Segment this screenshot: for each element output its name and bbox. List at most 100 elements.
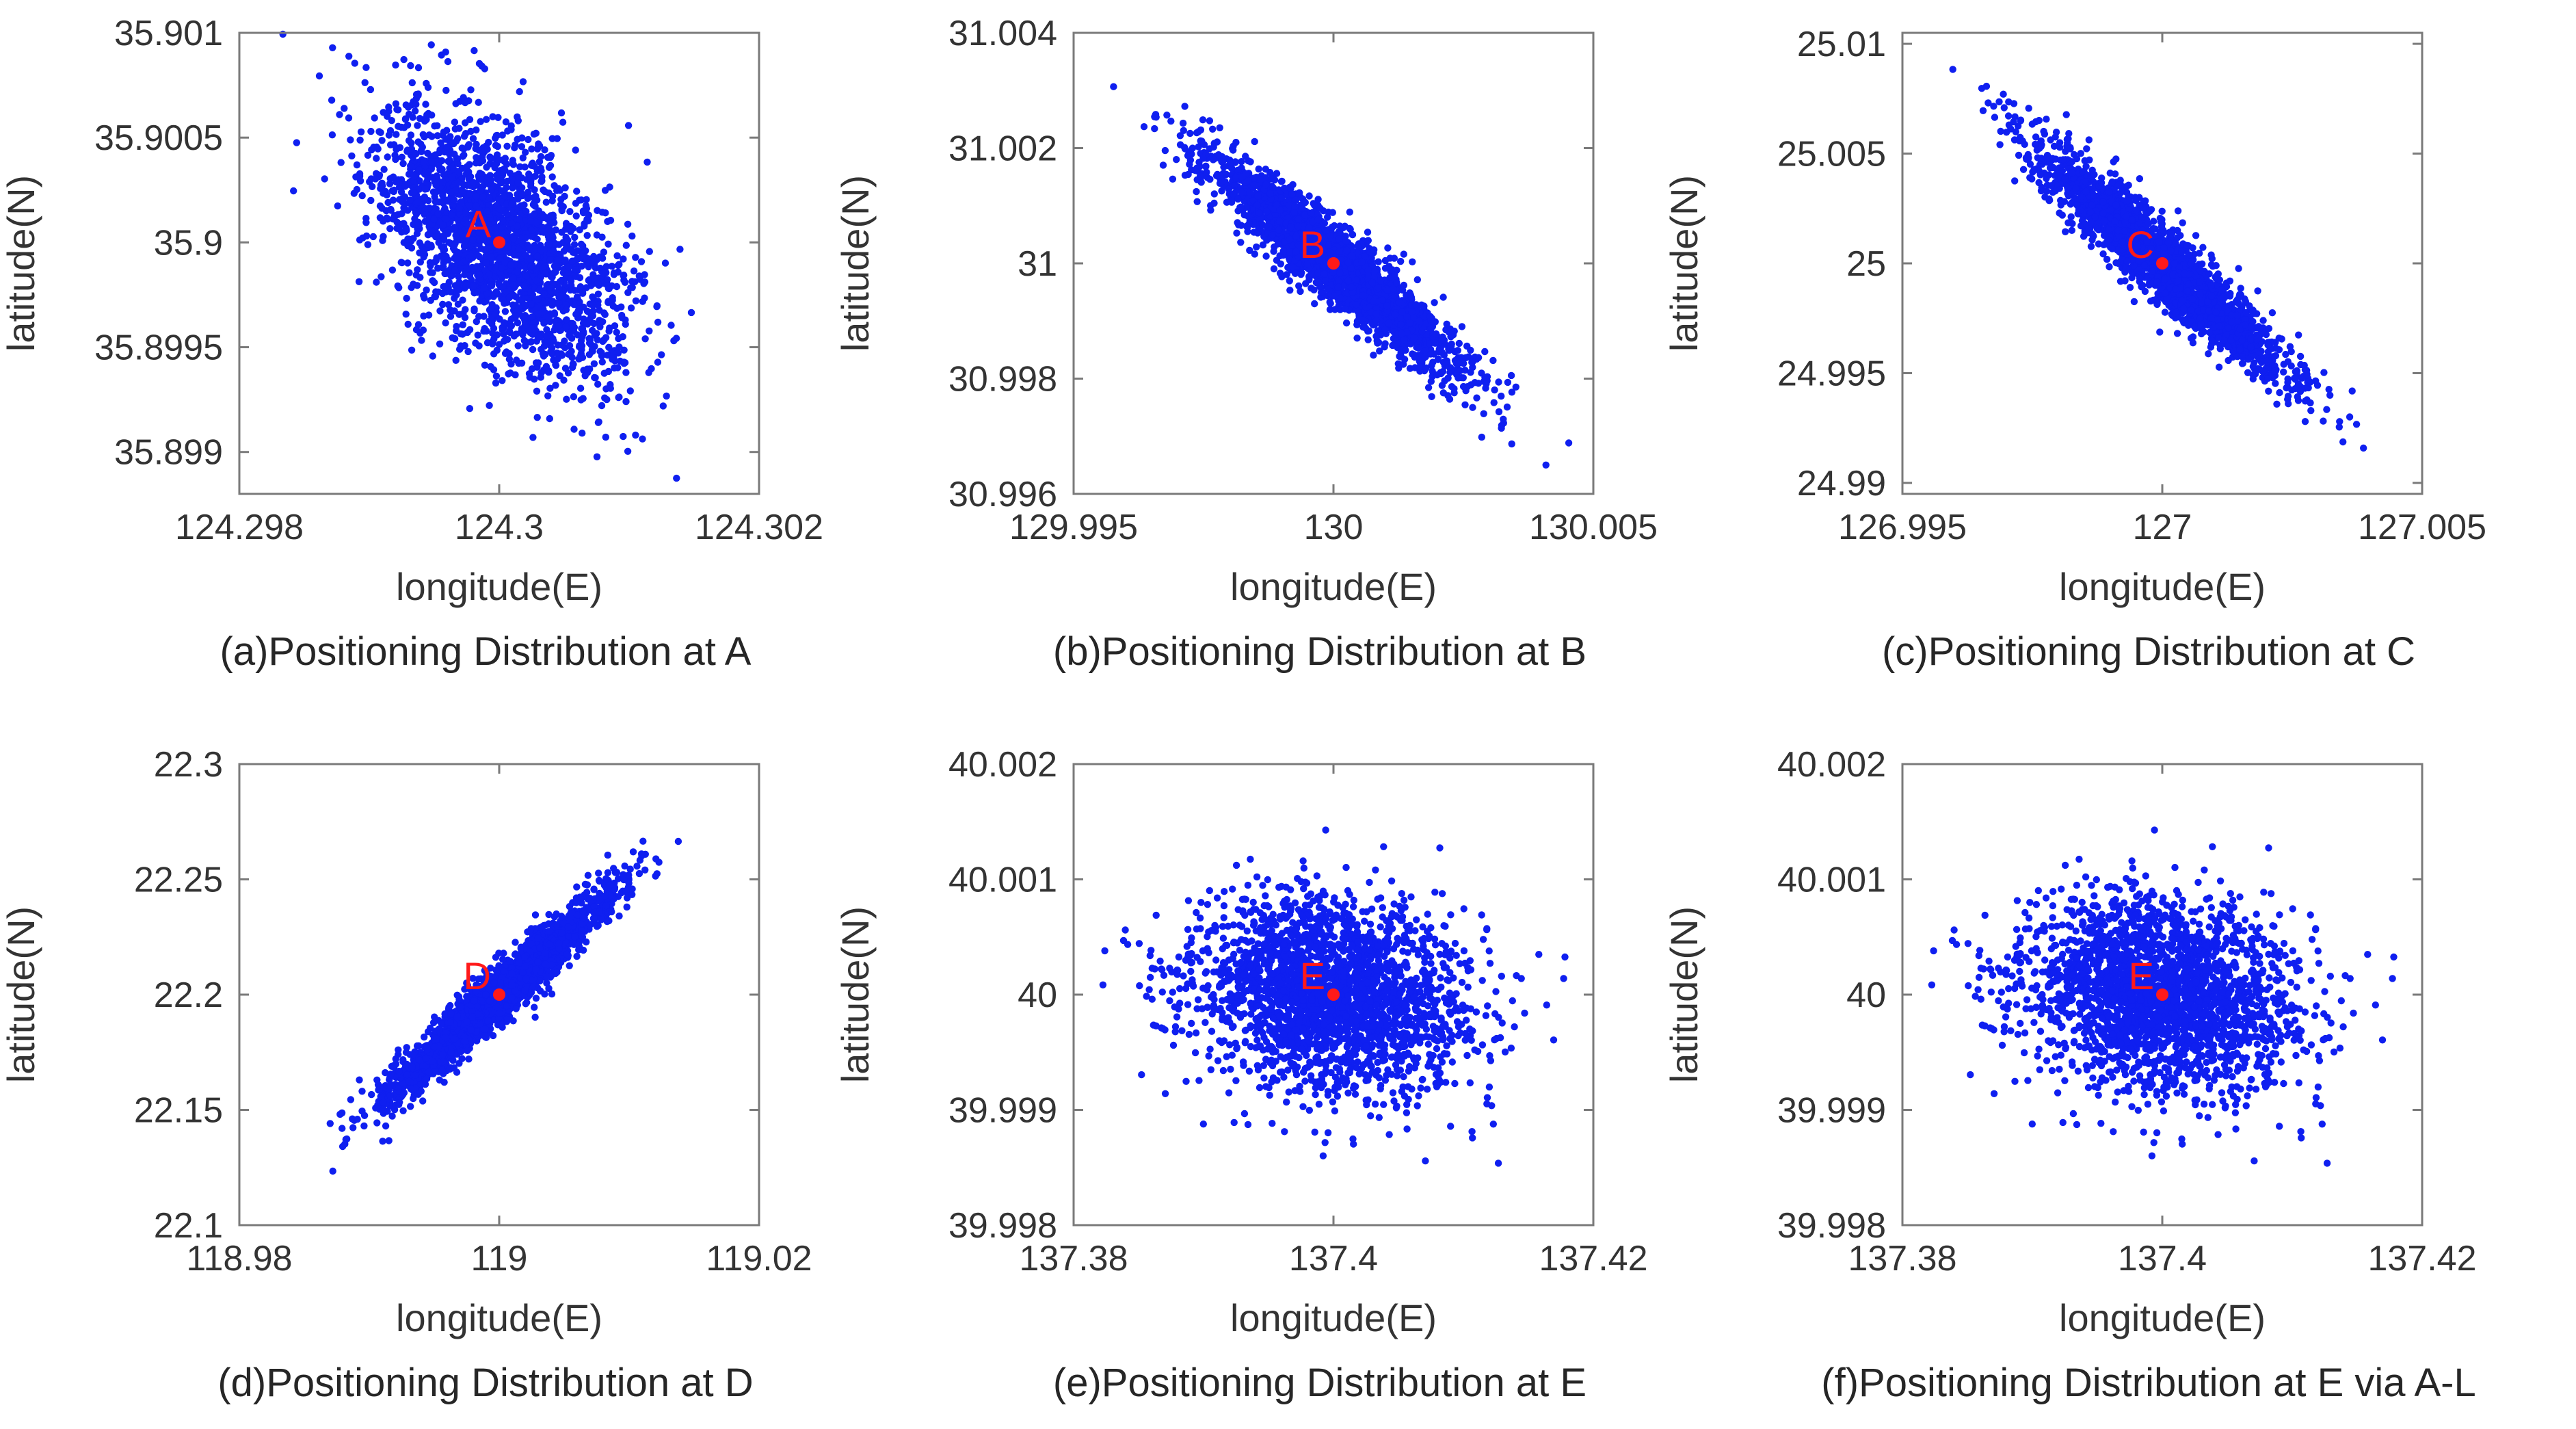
scatter-point (1469, 404, 1476, 411)
scatter-point (659, 402, 667, 410)
scatter-point (420, 158, 427, 166)
scatter-point (549, 234, 557, 241)
scatter-point (1186, 129, 1194, 137)
scatter-point (533, 218, 540, 226)
scatter-point (594, 279, 602, 287)
scatter-point (414, 92, 422, 99)
scatter-point (630, 267, 638, 275)
scatter-point (528, 313, 536, 321)
scatter-point (487, 363, 494, 371)
scatter-point (392, 61, 399, 69)
scatter-point (514, 267, 521, 276)
x-tick-label: 124.302 (695, 508, 823, 547)
scatter-point (412, 209, 419, 216)
scatter-point (525, 170, 533, 178)
scatter-point (1455, 339, 1463, 348)
scatter-point (451, 196, 458, 204)
scatter-point (1209, 125, 1217, 133)
scatter-point (347, 136, 354, 144)
scatter-point (481, 246, 489, 254)
scatter-point (586, 337, 594, 344)
scatter-point (622, 320, 629, 328)
scatter-point (1269, 174, 1276, 181)
scatter-point (1209, 156, 1217, 163)
scatter-point (508, 200, 516, 208)
scatter-point (1269, 231, 1277, 239)
scatter-point (1206, 117, 1214, 124)
scatter-point (514, 319, 522, 327)
scatter-point (1287, 223, 1294, 231)
scatter-point (610, 269, 618, 277)
scatter-point (1237, 203, 1245, 211)
scatter-point (1276, 270, 1284, 277)
scatter-point (470, 282, 477, 290)
scatter-point (353, 185, 361, 194)
scatter-point (1402, 346, 1409, 354)
scatter-point (600, 270, 607, 277)
x-tick-label: 130.005 (1529, 508, 1658, 547)
scatter-point (1455, 374, 1462, 382)
scatter-point (367, 196, 375, 205)
scatter-point (441, 270, 449, 278)
scatter-point (1389, 341, 1396, 350)
scatter-point (1238, 173, 1245, 181)
scatter-point (494, 142, 501, 150)
scatter-point (1314, 278, 1323, 286)
scatter-point (1400, 336, 1408, 344)
scatter-point (522, 207, 530, 215)
scatter-point (1381, 326, 1390, 334)
scatter-point (632, 254, 639, 261)
scatter-point (1245, 176, 1252, 185)
scatter-point (521, 285, 529, 292)
scatter-point (550, 326, 559, 334)
scatter-point (548, 228, 555, 235)
scatter-point (1346, 208, 1354, 216)
scatter-point (460, 94, 467, 101)
scatter-point (444, 157, 452, 165)
scatter-point (392, 100, 400, 107)
scatter-point (418, 337, 425, 344)
scatter-point (496, 175, 503, 183)
scatter-point (1288, 190, 1296, 198)
scatter-point (622, 397, 630, 406)
scatter-point (1279, 247, 1287, 255)
scatter-point (548, 173, 556, 181)
scatter-point (395, 284, 403, 291)
scatter-point (563, 222, 570, 230)
scatter-point (328, 96, 336, 104)
center-marker-label: B (1300, 223, 1325, 266)
scatter-point (620, 272, 627, 280)
center-marker (493, 236, 505, 249)
scatter-point (605, 240, 612, 248)
scatter-point (419, 143, 426, 151)
scatter-point (561, 257, 569, 264)
scatter-point (341, 105, 348, 112)
scatter-point (481, 148, 488, 155)
scatter-point (1199, 116, 1207, 124)
scatter-point (499, 217, 507, 225)
scatter-point (1503, 403, 1511, 411)
scatter-point (466, 326, 474, 334)
scatter-point (566, 332, 573, 339)
scatter-point (594, 380, 602, 388)
y-axis-label: latitude(N) (0, 175, 42, 352)
scatter-point (522, 272, 530, 280)
scatter-point (1398, 308, 1406, 316)
scatter-point (455, 205, 464, 212)
scatter-point (1444, 360, 1451, 367)
scatter-point (1500, 415, 1507, 423)
scatter-point (362, 64, 370, 71)
scatter-point (546, 257, 554, 264)
scatter-point (479, 157, 487, 165)
scatter-point (578, 262, 585, 270)
scatter-point (1468, 358, 1476, 366)
scatter-point (408, 284, 415, 291)
scatter-point (533, 276, 540, 285)
scatter-point (384, 198, 392, 207)
y-tick-label: 35.899 (114, 433, 223, 473)
scatter-point (476, 170, 483, 177)
scatter-point (414, 122, 421, 129)
scatter-point (488, 320, 496, 328)
scatter-point (520, 337, 528, 344)
scatter-point (525, 244, 533, 251)
